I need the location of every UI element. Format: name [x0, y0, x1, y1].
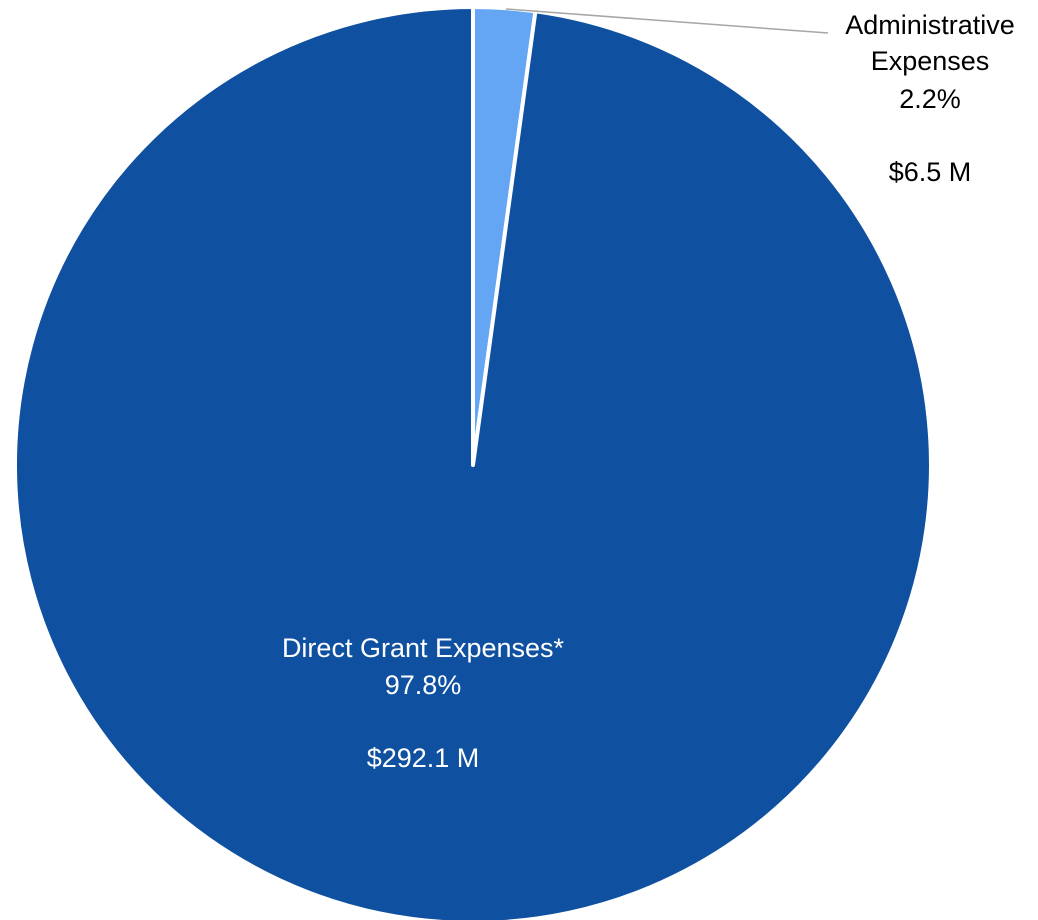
- administrative-expenses-name-line-1: Administrative: [845, 10, 1015, 40]
- administrative-expenses-percent: 2.2%: [899, 84, 961, 114]
- direct-grant-expenses-amount: $292.1 M: [367, 743, 480, 773]
- administrative-expenses-name-line-2: Expenses: [871, 46, 990, 76]
- direct-grant-expenses-name: Direct Grant Expenses*: [282, 633, 565, 663]
- pie-slices: [13, 5, 933, 920]
- administrative-expenses-leader-line: [505, 8, 829, 34]
- direct-grant-expenses-label: Direct Grant Expenses* 97.8% $292.1 M: [282, 633, 565, 773]
- direct-grant-expenses-percent: 97.8%: [385, 670, 462, 700]
- pie-slice-direct-grant-expenses: [13, 5, 933, 920]
- administrative-expenses-amount: $6.5 M: [889, 157, 972, 187]
- administrative-expenses-label: Administrative Expenses 2.2% $6.5 M: [845, 10, 1015, 187]
